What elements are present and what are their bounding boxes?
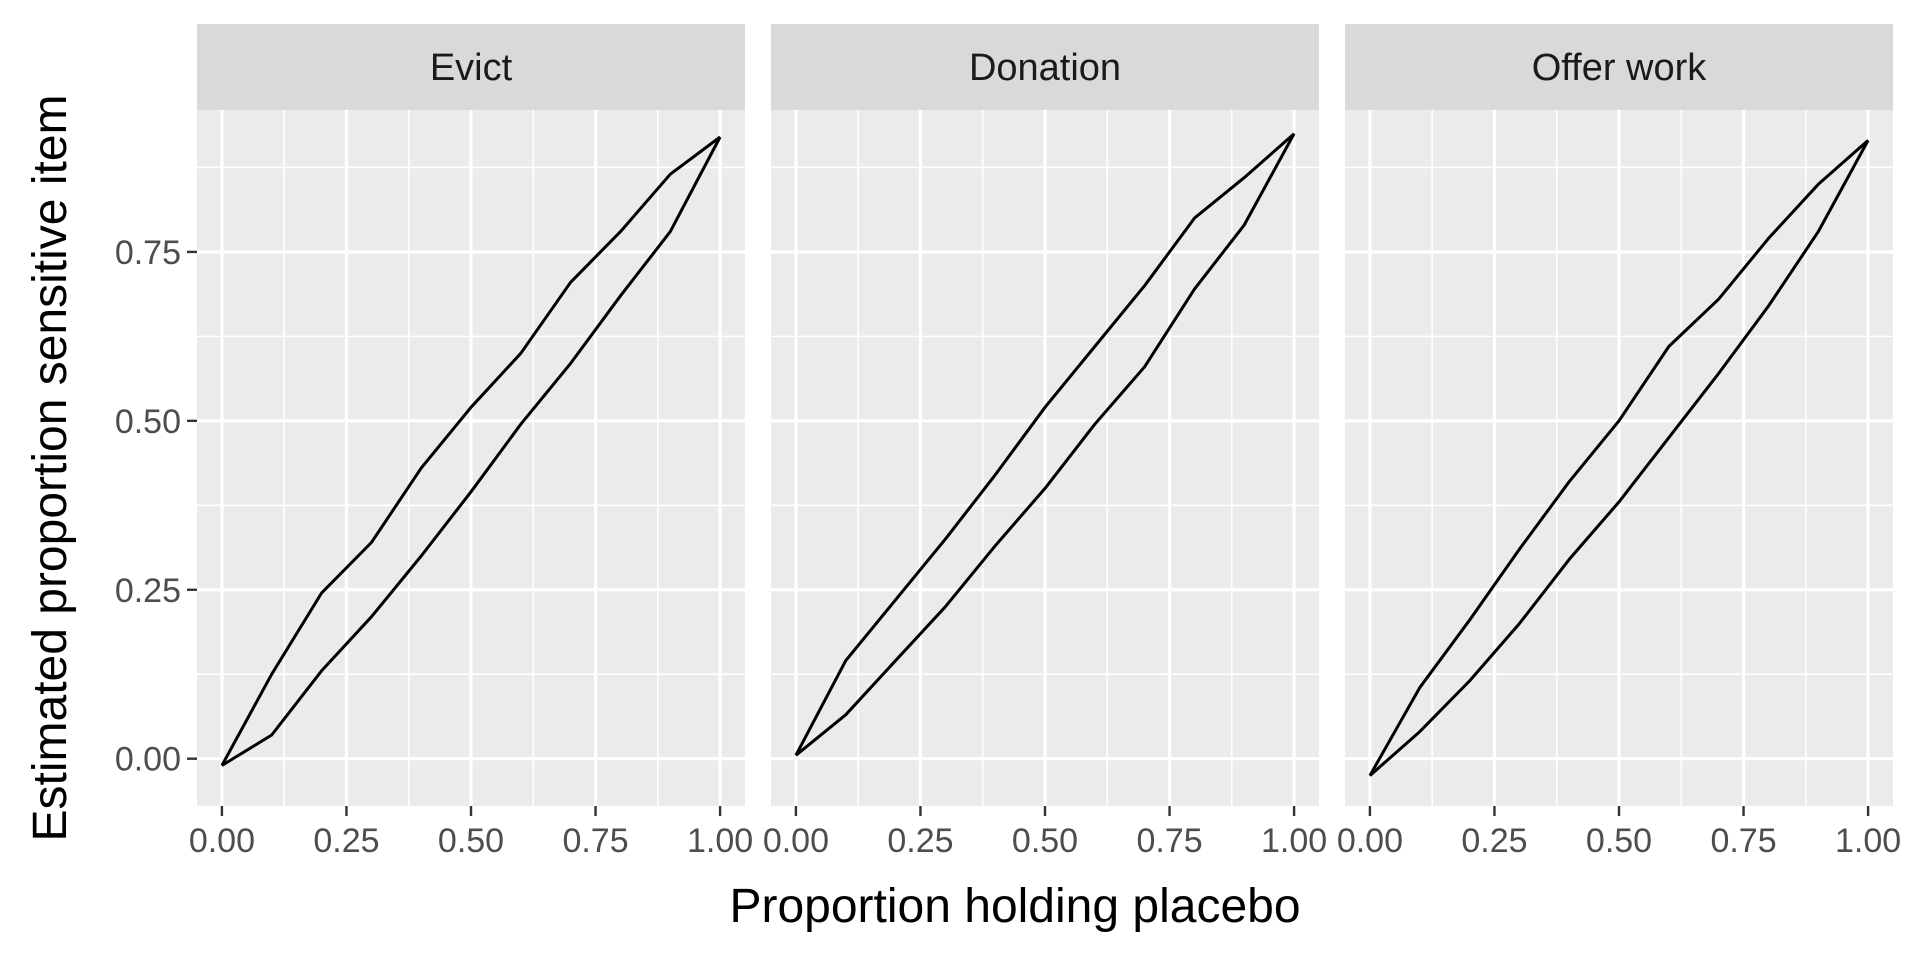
x-tick-label: 1.00 — [687, 822, 753, 860]
series-line-1 — [1368, 139, 1870, 777]
series-line-2 — [221, 136, 722, 767]
y-tick-label: 0.25 — [115, 572, 181, 610]
series-line-2 — [1368, 139, 1870, 777]
x-tick-label: 0.00 — [763, 822, 829, 860]
facet-strip — [197, 24, 745, 110]
series-line-2 — [794, 132, 1296, 757]
panel-donation: Donation 0.00 0.25 0.50 0.75 1.00 — [763, 24, 1327, 860]
x-tick-label: 1.00 — [1261, 822, 1327, 860]
y-tick-label: 0.75 — [115, 234, 181, 272]
x-tick-label: 1.00 — [1835, 822, 1901, 860]
panel-evict: Evict 0.00 0.25 0.50 0.75 1.00 — [189, 24, 753, 860]
facet-label: Donation — [969, 47, 1121, 89]
facet-label: Offer work — [1532, 47, 1708, 89]
x-tick-label: 0.75 — [562, 822, 628, 860]
facet-strip — [771, 24, 1319, 110]
x-tick-label: 0.50 — [1586, 822, 1652, 860]
y-axis-title: Estimated proportion sensitive item — [24, 95, 77, 842]
y-tick-label: 0.50 — [115, 403, 181, 441]
x-tick-label: 0.00 — [1337, 822, 1403, 860]
x-tick-label: 0.50 — [438, 822, 504, 860]
x-tick-label: 0.25 — [887, 822, 953, 860]
x-tick-label: 0.50 — [1012, 822, 1078, 860]
series-line-1 — [220, 135, 721, 767]
facet-strip — [1345, 24, 1893, 110]
x-axis-title: Proportion holding placebo — [729, 880, 1300, 933]
facet-label: Evict — [430, 47, 513, 89]
x-tick-label: 0.25 — [1461, 822, 1527, 860]
x-tick-label: 0.75 — [1136, 822, 1202, 860]
panels-layer: Evict 0.00 0.25 0.50 0.75 1.00 Donation 0.00 0.2… — [189, 24, 1901, 860]
panel-offer-work: Offer work 0.00 0.25 0.50 0.75 1.00 — [1337, 24, 1901, 860]
x-tick-label: 0.75 — [1710, 822, 1776, 860]
x-tick-label: 0.25 — [313, 822, 379, 860]
x-tick-label: 0.00 — [189, 822, 255, 860]
series-line-1 — [794, 132, 1296, 756]
y-axis: 0.00 0.25 0.50 0.75 — [115, 234, 197, 779]
y-tick-label: 0.00 — [115, 741, 181, 779]
